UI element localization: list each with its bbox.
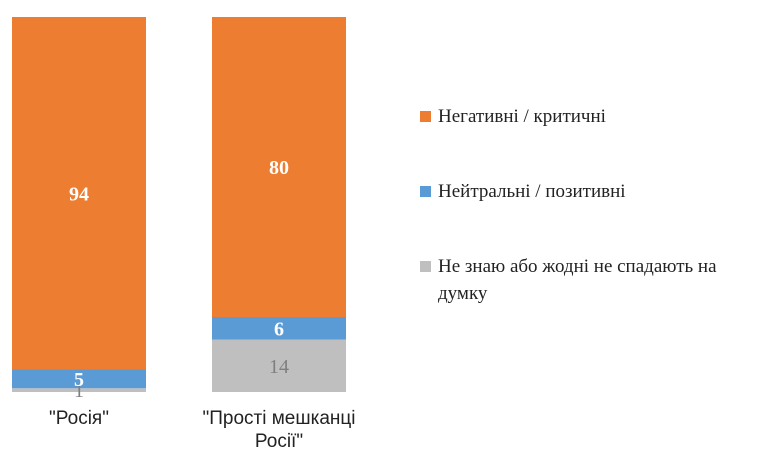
legend-swatch-0 bbox=[420, 111, 431, 122]
legend-swatch-2 bbox=[420, 261, 431, 272]
data-label-0-2: 94 bbox=[69, 183, 89, 205]
bar-segment-1-1 bbox=[212, 317, 346, 340]
bar-segment-0-0 bbox=[12, 388, 146, 392]
data-label-0-0: 1 bbox=[74, 380, 84, 402]
legend: Негативні / критичні Нейтральні / позитив… bbox=[420, 106, 717, 304]
bars-group bbox=[12, 17, 346, 392]
category-labels-group: "Росія" "Прості мешканці Росії" bbox=[49, 408, 355, 452]
legend-label-0: Негативні / критичні bbox=[438, 106, 606, 127]
legend-swatch-1 bbox=[420, 186, 431, 197]
legend-label-2: Не знаю або жодні не спадають на думку bbox=[438, 256, 717, 304]
data-label-0-1: 5 bbox=[74, 369, 84, 391]
bar-segment-1-2 bbox=[212, 17, 346, 317]
data-label-1-1: 6 bbox=[274, 318, 284, 340]
bar-segment-0-2 bbox=[12, 17, 146, 370]
data-labels-group: 15 94 14 6 80 bbox=[69, 157, 289, 402]
legend-label-1: Нейтральні / позитивні bbox=[438, 181, 626, 202]
category-label-0: "Росія" bbox=[49, 408, 109, 429]
bar-segment-0-1 bbox=[12, 369, 146, 389]
data-label-1-0: 14 bbox=[269, 356, 289, 378]
bar-segment-1-0 bbox=[212, 339, 346, 392]
data-label-1-2: 80 bbox=[269, 157, 289, 179]
category-label-1: "Прості мешканці Росії" bbox=[202, 408, 355, 452]
